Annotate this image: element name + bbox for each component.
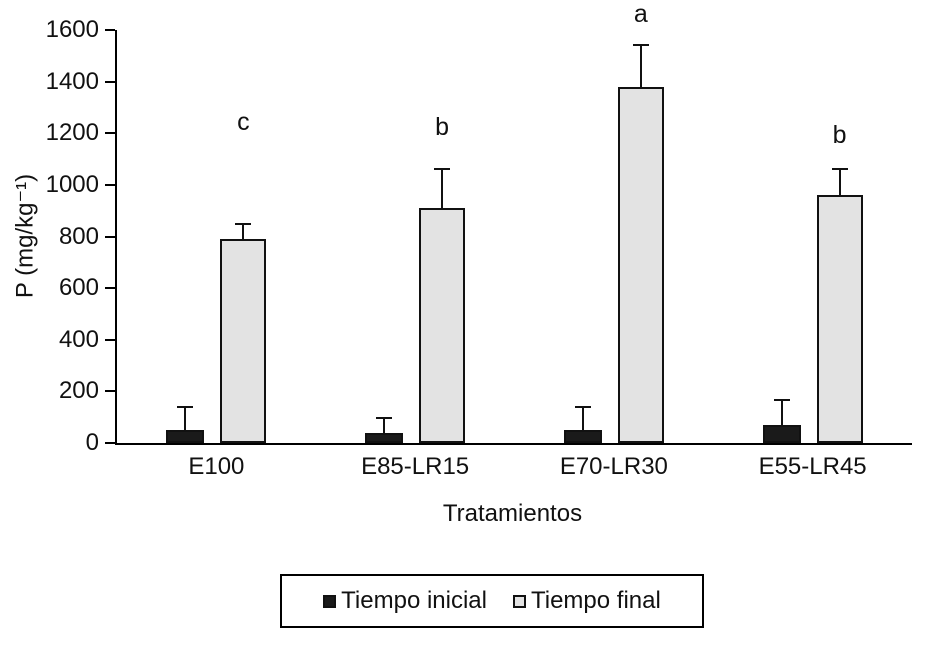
error-bar-line [184, 406, 187, 431]
plot-area: 0 200 400 600 800 1000 1200 1400 1600 c E100 b E85-L… [46, 1, 912, 480]
legend: Tiempo inicial Tiempo final [280, 574, 704, 628]
legend-marker-tiempo-inicial-icon [323, 594, 337, 608]
error-bar-line [838, 169, 841, 196]
y-tick-label: 1400 [45, 67, 99, 95]
x-tick-label: E85-LR15 [361, 453, 470, 480]
error-bar-cap [235, 222, 252, 225]
x-tick-label: E100 [188, 453, 245, 480]
error-bar-cap [574, 405, 591, 408]
y-tick-mark [105, 390, 115, 393]
error-bar-cap [177, 405, 194, 408]
y-tick-label: 800 [58, 222, 99, 250]
y-tick-label: 200 [58, 377, 99, 405]
bar-tiempo-final-E70-LR30 [617, 86, 664, 443]
y-tick-label: 600 [58, 274, 99, 302]
significance-letter: b [832, 120, 847, 149]
y-tick-mark [105, 442, 115, 444]
y-tick-mark [105, 338, 115, 341]
bar-tiempo-inicial-E55-LR45 [762, 424, 801, 443]
error-bar-cap [376, 417, 393, 420]
error-bar-cap [632, 44, 649, 47]
error-bar-line [441, 169, 444, 209]
y-tick-mark [105, 183, 115, 186]
y-tick-label: 1000 [45, 170, 99, 198]
significance-letter: a [633, 0, 648, 28]
bar-tiempo-final-E55-LR45 [816, 195, 863, 443]
y-tick-mark [105, 287, 115, 290]
legend-label: Tiempo inicial [341, 587, 487, 614]
x-tick-label: E70-LR30 [559, 453, 668, 480]
error-bar-line [383, 418, 386, 433]
legend-item: Tiempo inicial [323, 587, 487, 615]
significance-letter: c [237, 107, 250, 136]
x-tick-label: E55-LR45 [758, 453, 867, 480]
y-tick-label: 1600 [45, 16, 99, 43]
error-bar-cap [831, 168, 848, 171]
bar-tiempo-final-E100 [220, 239, 267, 443]
bar-tiempo-final-E85-LR15 [419, 208, 466, 443]
y-tick-label: 400 [58, 325, 99, 353]
legend-marker-tiempo-final-icon [512, 594, 526, 608]
error-bar-line [242, 223, 245, 240]
y-tick-mark [105, 80, 115, 83]
x-axis-label: Tratamientos [442, 500, 583, 527]
error-bar-line [639, 45, 642, 87]
error-bar-cap [434, 168, 451, 171]
legend-item: Tiempo final [512, 587, 661, 615]
error-bar-cap [773, 399, 790, 402]
bar-tiempo-inicial-E85-LR15 [365, 432, 404, 443]
bar-tiempo-inicial-E70-LR30 [563, 430, 602, 443]
y-tick-mark [105, 132, 115, 135]
error-bar-line [581, 406, 584, 431]
y-tick-label: 0 [85, 429, 99, 456]
legend-label: Tiempo final [530, 587, 661, 614]
significance-letter: b [435, 113, 450, 142]
y-tick-mark [105, 235, 115, 238]
y-tick-label: 1200 [45, 119, 99, 147]
y-tick-mark [105, 29, 115, 31]
bar-tiempo-inicial-E100 [166, 430, 205, 443]
error-bar-line [780, 400, 783, 425]
